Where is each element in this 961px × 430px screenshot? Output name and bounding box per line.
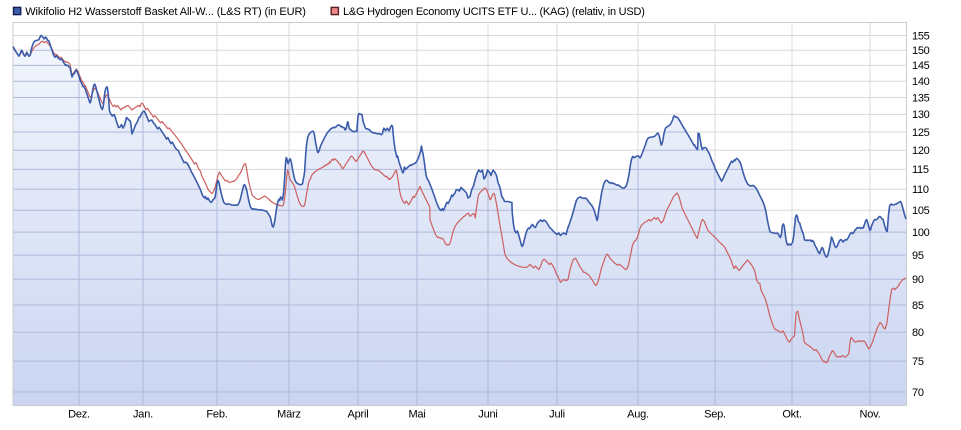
svg-text:90: 90 (912, 274, 924, 286)
svg-text:120: 120 (912, 145, 930, 157)
svg-text:Wikifolio H2 Wasserstoff Baske: Wikifolio H2 Wasserstoff Basket All-W...… (25, 6, 306, 18)
svg-text:110: 110 (912, 184, 929, 196)
svg-text:155: 155 (912, 30, 930, 42)
svg-text:80: 80 (912, 327, 924, 339)
svg-text:Juni: Juni (478, 408, 497, 420)
svg-text:Sep.: Sep. (704, 408, 726, 420)
svg-text:140: 140 (912, 76, 930, 88)
svg-text:April: April (347, 408, 368, 420)
svg-text:75: 75 (912, 356, 924, 368)
svg-text:95: 95 (912, 250, 924, 262)
svg-text:Feb.: Feb. (206, 408, 227, 420)
svg-text:L&G Hydrogen Economy UCITS ETF: L&G Hydrogen Economy UCITS ETF U... (KAG… (343, 6, 645, 18)
svg-text:Aug.: Aug. (627, 408, 649, 420)
svg-text:150: 150 (912, 45, 930, 57)
svg-text:Jan.: Jan. (133, 408, 153, 420)
svg-text:125: 125 (912, 127, 930, 139)
svg-text:Juli: Juli (549, 408, 565, 420)
svg-text:Nov.: Nov. (859, 408, 880, 420)
svg-text:Mai: Mai (408, 408, 425, 420)
svg-text:100: 100 (912, 227, 930, 239)
svg-text:130: 130 (912, 109, 930, 121)
svg-text:135: 135 (912, 92, 930, 104)
svg-text:Okt.: Okt. (782, 408, 802, 420)
svg-text:115: 115 (912, 164, 929, 176)
svg-text:105: 105 (912, 205, 930, 217)
svg-text:70: 70 (912, 387, 924, 399)
svg-text:März: März (277, 408, 301, 420)
svg-text:Dez.: Dez. (68, 408, 90, 420)
svg-text:145: 145 (912, 60, 930, 72)
svg-text:85: 85 (912, 300, 924, 312)
